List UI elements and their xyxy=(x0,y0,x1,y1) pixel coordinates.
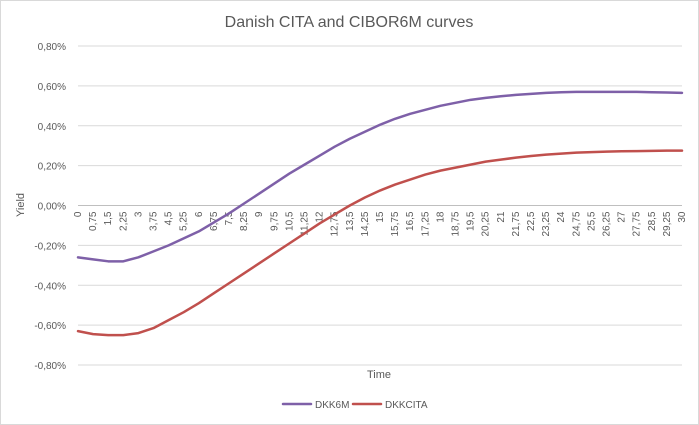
gridlines xyxy=(78,45,682,366)
x-tick-label: 12,75 xyxy=(330,211,341,236)
y-tick-label: 0,60% xyxy=(38,82,66,93)
x-tick-label: 19,5 xyxy=(466,211,477,231)
x-tick-label: 12 xyxy=(315,211,326,223)
y-axis-ticks: -0,80% -0,60% -0,40% -0,20% 0,00% 0,20% 0,40% 0… xyxy=(34,42,66,372)
y-axis-label: Yield xyxy=(15,193,27,217)
x-tick-label: 0 xyxy=(73,211,84,217)
x-tick-label: 2,25 xyxy=(118,211,129,231)
y-tick-label: -0,60% xyxy=(34,321,66,332)
x-tick-label: 5,25 xyxy=(179,211,190,231)
x-tick-label: 18 xyxy=(435,211,446,223)
x-tick-label: 4,5 xyxy=(164,211,175,225)
x-tick-label: 8,25 xyxy=(239,211,250,231)
x-tick-label: 15,75 xyxy=(390,211,401,236)
x-tick-label: 27 xyxy=(617,211,628,223)
x-tick-label: 16,5 xyxy=(405,211,416,231)
x-tick-label: 25,5 xyxy=(586,211,597,231)
y-tick-label: 0,80% xyxy=(38,42,66,53)
x-tick-label: 13,5 xyxy=(345,211,356,231)
x-tick-label: 27,75 xyxy=(632,211,643,236)
x-tick-label: 29,25 xyxy=(662,211,673,236)
x-tick-label: 24 xyxy=(556,211,567,223)
x-tick-label: 6 xyxy=(194,211,205,217)
series-lines xyxy=(76,90,684,337)
x-tick-label: 1,5 xyxy=(103,211,114,225)
x-axis-ticks: 0 0,75 1,5 2,25 3 3,75 4,5 5,25 6 6,75 7,5 8,25 9 9,7… xyxy=(73,211,688,236)
legend-label: DKKCITA xyxy=(385,400,428,411)
x-tick-label: 23,25 xyxy=(541,211,552,236)
y-tick-label: 0,20% xyxy=(38,162,66,173)
x-tick-label: 3,75 xyxy=(149,211,160,231)
x-tick-label: 21,75 xyxy=(511,211,522,236)
x-tick-label: 22,5 xyxy=(526,211,537,231)
x-tick-label: 15 xyxy=(375,211,386,223)
x-tick-label: 24,75 xyxy=(571,211,582,236)
x-tick-label: 7,5 xyxy=(224,211,235,225)
x-tick-label: 0,75 xyxy=(88,211,99,231)
y-tick-label: 0,00% xyxy=(38,202,66,213)
x-tick-label: 26,25 xyxy=(602,211,613,236)
x-tick-label: 21 xyxy=(496,211,507,223)
x-tick-label: 9,75 xyxy=(269,211,280,231)
y-tick-label: -0,80% xyxy=(34,361,66,372)
chart-title: Danish CITA and CIBOR6M curves xyxy=(225,14,474,31)
x-tick-label: 10,5 xyxy=(284,211,295,231)
x-tick-label: 18,75 xyxy=(451,211,462,236)
y-tick-label: 0,40% xyxy=(38,122,66,133)
series-line-dkk6m xyxy=(76,90,684,263)
x-tick-label: 9 xyxy=(254,211,265,217)
x-tick-label: 11,25 xyxy=(300,211,311,236)
legend-label: DKK6M xyxy=(315,400,349,411)
x-tick-label: 17,25 xyxy=(420,211,431,236)
y-tick-label: -0,40% xyxy=(34,281,66,292)
x-tick-label: 14,25 xyxy=(360,211,371,236)
y-tick-label: -0,20% xyxy=(34,241,66,252)
x-axis-label: Time xyxy=(367,369,391,381)
x-tick-label: 30 xyxy=(677,211,688,223)
x-tick-label: 20,25 xyxy=(481,211,492,236)
x-tick-label: 3 xyxy=(133,211,144,217)
series-line-dkkcita xyxy=(76,149,684,337)
x-tick-label: 28,5 xyxy=(647,211,658,231)
legend: DKK6M DKKCITA xyxy=(281,400,428,411)
